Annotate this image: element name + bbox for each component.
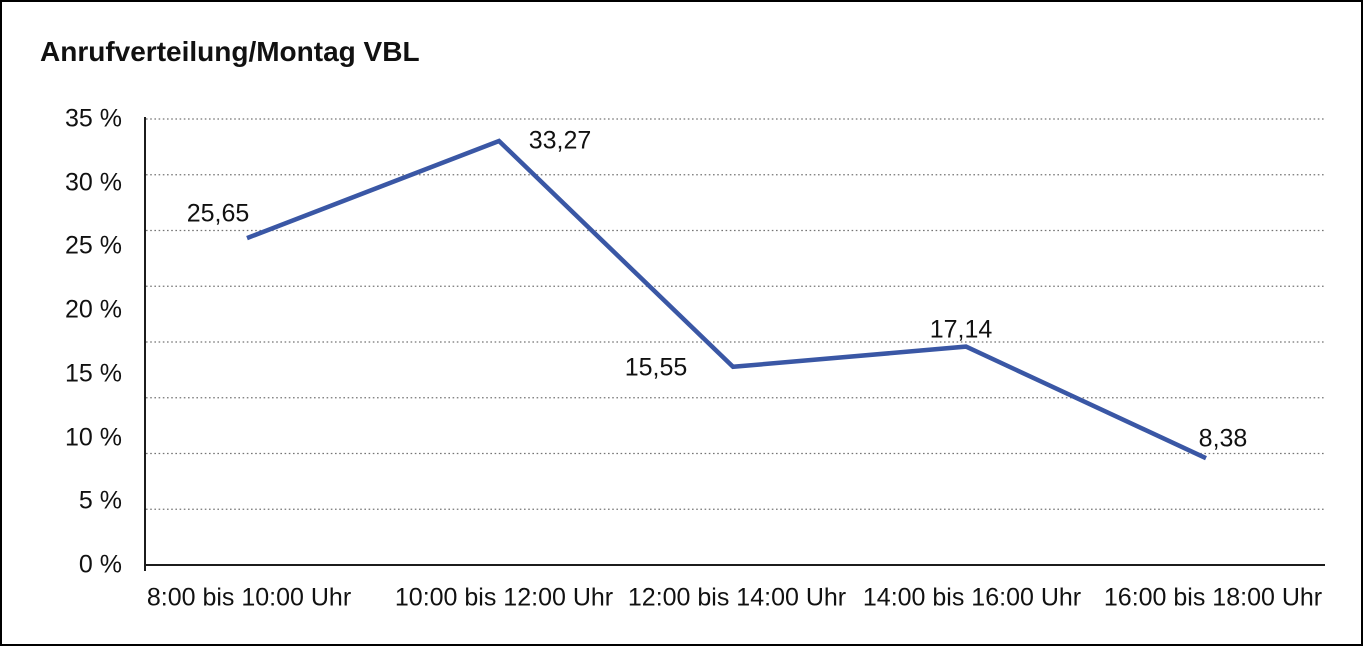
x-axis-category-label: 12:00 bis 14:00 Uhr	[627, 583, 847, 612]
y-axis-tick-label: 15 %	[65, 359, 122, 388]
x-axis-category-label: 16:00 bis 18:00 Uhr	[1103, 583, 1323, 612]
y-axis-tick-label: 35 %	[65, 104, 122, 133]
data-point-label: 25,65	[186, 199, 250, 228]
y-axis-tick-label: 30 %	[65, 168, 122, 197]
data-point-label: 33,27	[528, 126, 592, 155]
x-axis-category-label: 10:00 bis 12:00 Uhr	[394, 583, 614, 612]
y-axis-tick-label: 0 %	[78, 550, 122, 579]
y-axis-tick-label: 25 %	[65, 231, 122, 260]
x-axis-category-label: 8:00 bis 10:00 Uhr	[146, 583, 352, 612]
data-point-label: 15,55	[624, 353, 688, 382]
chart-title: Anrufverteilung/Montag VBL	[40, 36, 420, 67]
y-axis-tick-label: 20 %	[65, 295, 122, 324]
data-point-label: 17,14	[929, 315, 993, 344]
y-axis-tick-label: 5 %	[78, 486, 122, 515]
y-axis-tick-label: 10 %	[65, 423, 122, 452]
data-point-label: 8,38	[1198, 424, 1248, 453]
x-axis-category-label: 14:00 bis 16:00 Uhr	[862, 583, 1082, 612]
data-line-series	[246, 138, 1207, 461]
